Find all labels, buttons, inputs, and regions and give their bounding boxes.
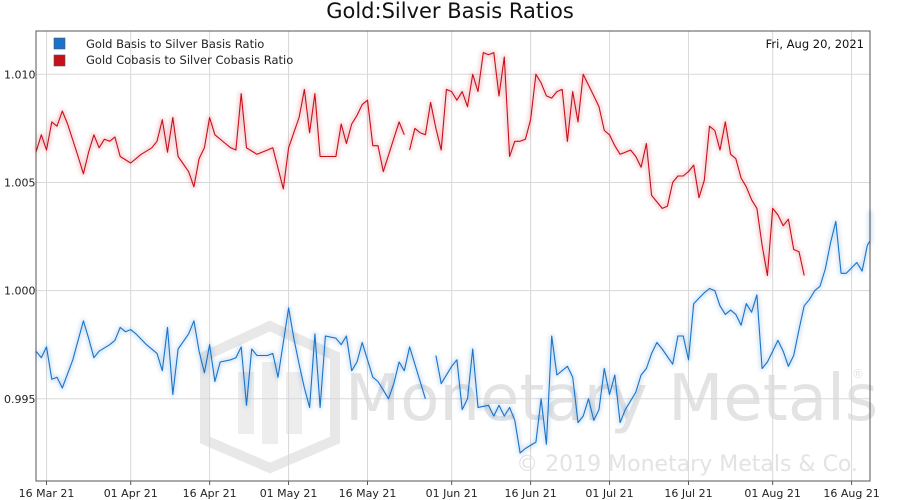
series-glow-1 [407, 50, 807, 278]
legend: Gold Basis to Silver Basis Ratio Gold Co… [53, 37, 293, 67]
x-tick-label: 16 Aug 21 [823, 487, 879, 500]
watermark-copyright: © 2019 Monetary Metals & Co. [516, 452, 858, 477]
series-line-gold-basis [35, 307, 426, 408]
x-tick-label: 01 Jun 21 [426, 487, 478, 500]
x-tick-label: 01 Jul 21 [585, 487, 633, 500]
x-tick-label: 16 May 21 [339, 487, 397, 500]
series-line-gold-basis [435, 210, 871, 454]
legend-label-gold-cobasis: Gold Cobasis to Silver Cobasis Ratio [86, 53, 293, 67]
x-tick-label: 01 Apr 21 [104, 487, 158, 500]
series-layer [34, 50, 872, 455]
series-line-gold-cobasis [35, 88, 405, 190]
plot-frame [35, 30, 871, 482]
legend-label-gold-basis: Gold Basis to Silver Basis Ratio [86, 37, 264, 51]
x-tick-label: 01 Aug 21 [744, 487, 800, 500]
series-line-gold-cobasis [409, 52, 805, 277]
y-tick-label: 0.995 [4, 393, 36, 406]
date-label: Fri, Aug 20, 2021 [766, 37, 864, 51]
legend-swatch-gold-basis [53, 37, 66, 50]
x-tick-label: 01 May 21 [260, 487, 318, 500]
y-tick-label: 1.000 [4, 285, 36, 298]
x-tick-label: 16 Jun 21 [505, 487, 557, 500]
x-tick-label: 16 Apr 21 [183, 487, 237, 500]
axis-layer: 0.995 1.000 1.005 1.010 16 Mar 21 01 Apr 21 16… [4, 68, 880, 500]
watermark-registered-mark: ® [852, 367, 864, 381]
legend-swatch-gold-cobasis [53, 54, 66, 67]
x-tick-label: 16 Jul 21 [664, 487, 712, 500]
chart-title: Gold:Silver Basis Ratios [326, 0, 574, 23]
x-tick-label: 16 Mar 21 [19, 487, 75, 500]
y-tick-label: 1.010 [4, 68, 36, 81]
y-tick-label: 1.005 [4, 176, 36, 189]
